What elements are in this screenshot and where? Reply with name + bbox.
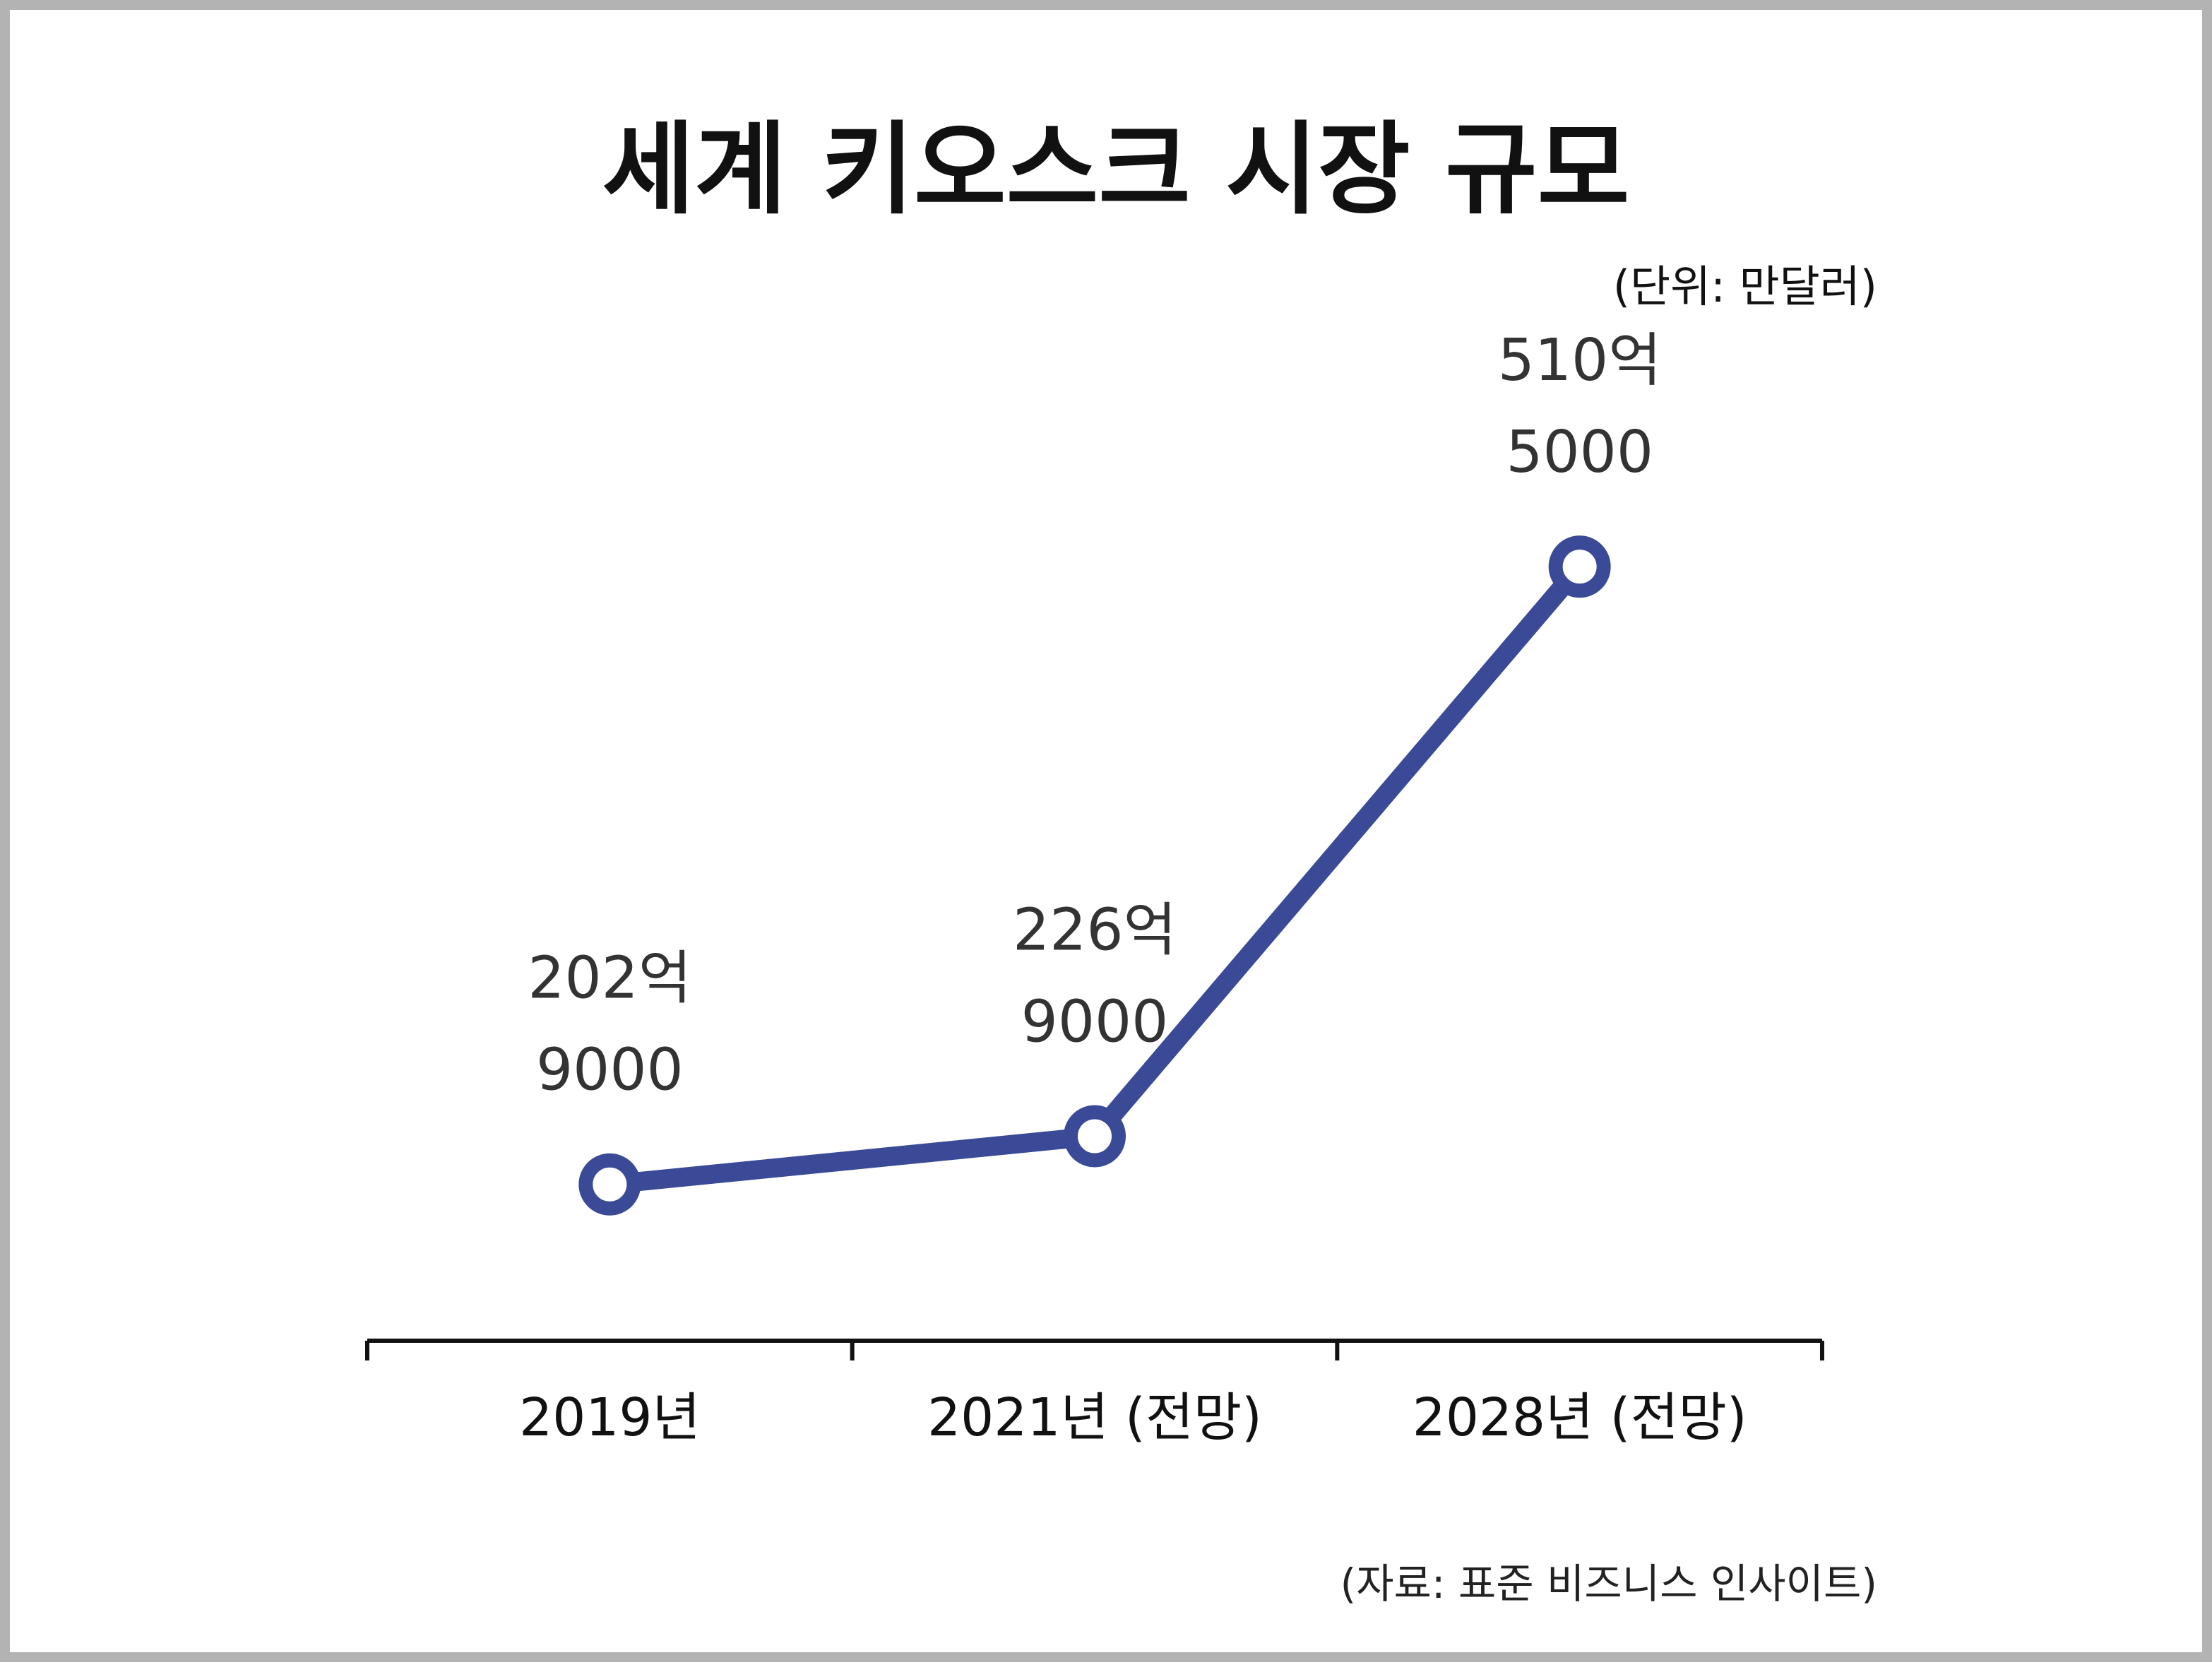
data-label: 226억 (1013, 897, 1177, 964)
data-label: 510억 (1498, 327, 1662, 394)
unit-label: (단위: 만달러) (1613, 261, 1877, 312)
series-line (578, 535, 1611, 1216)
chart-canvas: 세계 키오스크 시장 규모 (단위: 만달러) 2019년 2021년 (전망) 2… (365, 112, 1877, 1608)
source-note: (자료: 표준 비즈니스 인사이트) (1340, 1560, 1877, 1608)
x-tick-label: 2021년 (전망) (927, 1387, 1262, 1448)
series-path (600, 557, 1590, 1194)
data-point (578, 1153, 641, 1216)
data-label: 202억 (528, 945, 691, 1012)
x-axis: 2019년 2021년 (전망) 2028년 (전망) (365, 1339, 1824, 1448)
x-tick-label: 2019년 (519, 1387, 700, 1448)
chart-title: 세계 키오스크 시장 규모 (602, 112, 1630, 228)
data-labels: 202억 9000 226억 9000 510억 5000 (528, 327, 1661, 1104)
data-label: 9000 (536, 1037, 684, 1104)
data-label: 9000 (1021, 989, 1169, 1056)
x-tick-label: 2028년 (전망) (1413, 1387, 1747, 1448)
data-point (1064, 1105, 1126, 1168)
data-point (1548, 535, 1611, 598)
data-label: 5000 (1506, 419, 1653, 486)
